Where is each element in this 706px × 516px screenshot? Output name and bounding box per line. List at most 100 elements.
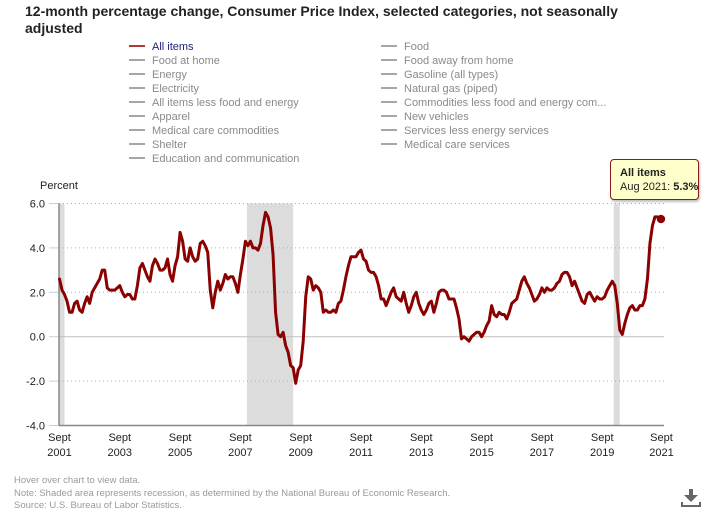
recession-band [58,203,65,426]
legend-label: New vehicles [404,111,469,123]
legend-item[interactable]: All items [129,40,194,54]
y-axis: -4.0 -2.0 0.0 2.0 4.0 6.0 [26,199,60,433]
x-tick-label-year: 2019 [590,447,614,459]
legend-item[interactable]: Food at home [129,54,220,68]
legend-swatch-icon [381,59,397,62]
x-tick-label-year: 2017 [530,447,554,459]
legend-label: Electricity [152,83,200,95]
tooltip-line: Aug 2021: 5.3% [620,181,698,193]
x-tick-label-year: 2007 [228,447,252,459]
legend-item[interactable]: Natural gas (piped) [381,82,498,96]
gridlines [59,203,664,382]
highlighted-point[interactable] [656,214,666,224]
legend-label: Medical care commodities [152,125,280,137]
x-tick-label-year: 2009 [288,447,312,459]
legend-swatch-icon [129,45,145,48]
legend-swatch-icon [381,101,397,104]
legend-swatch-icon [381,129,397,132]
tooltip: All items Aug 2021: 5.3% [610,159,699,200]
legend-swatch-icon [129,115,145,118]
tooltip-value: 5.3% [673,181,699,193]
legend-label: Food away from home [404,55,514,67]
recession-note: Note: Shaded area represents recession, … [14,488,451,499]
legend-swatch-icon [381,143,397,146]
x-tick-label-month: Sept [591,432,614,444]
x-tick-label-month: Sept [650,432,673,444]
x-tick-label-year: 2003 [108,447,132,459]
legend-label: Commodities less food and energy com... [404,97,607,109]
legend-item[interactable]: All items less food and energy [129,96,299,110]
x-tick-label-month: Sept [229,432,252,444]
hover-hint: Hover over chart to view data. [14,475,141,486]
x-tick-label-month: Sept [169,432,192,444]
y-tick-label: 0.0 [30,332,45,344]
y-tick-label: 6.0 [30,199,45,211]
legend-item[interactable]: Education and communication [129,152,299,166]
legend-swatch-icon [129,73,145,76]
x-tick-label-month: Sept [470,432,493,444]
cpi-line-chart[interactable]: -4.0-2.00.02.04.06.0 Sept2001Sept2003Sep… [0,0,706,470]
x-tick-label-year: 2013 [409,447,433,459]
legend-item[interactable]: Medical care commodities [129,124,279,138]
legend-swatch-icon [129,157,145,160]
legend-label: Education and communication [152,153,300,165]
y-tick-label: 2.0 [30,287,45,299]
x-tick-label-year: 2021 [649,447,673,459]
legend-item[interactable]: Gasoline (all types) [381,68,498,82]
recession-band [246,203,294,426]
legend-label: Medical care services [404,139,510,151]
source-note: Source: U.S. Bureau of Labor Statistics. [14,500,182,511]
legend-item[interactable]: Medical care services [381,138,510,152]
legend-swatch-icon [381,45,397,48]
legend-item[interactable]: Food [381,40,429,54]
y-axis-title: Percent [40,180,78,192]
y-tick-label: -2.0 [26,376,45,388]
x-tick-label-month: Sept [531,432,554,444]
legend-label: Shelter [152,139,187,151]
legend-label: Services less energy services [404,125,549,137]
x-tick-label-year: 2005 [168,447,192,459]
legend-label: Food [404,41,430,53]
legend-label: All items less food and energy [152,97,299,109]
x-tick-label-year: 2011 [349,447,373,459]
y-tick-label: -4.0 [26,421,45,433]
legend-label: Gasoline (all types) [404,69,499,81]
x-tick-label-month: Sept [108,432,131,444]
tooltip-date: Aug 2021: [620,181,674,193]
legend-swatch-icon [129,87,145,90]
legend-label: All items [152,41,194,53]
legend-swatch-icon [129,59,145,62]
legend-label: Food at home [152,55,220,67]
x-tick-label-month: Sept [410,432,433,444]
legend-label: Natural gas (piped) [404,83,498,95]
x-tick-label-year: 2015 [469,447,493,459]
legend-item[interactable]: Electricity [129,82,199,96]
legend-swatch-icon [129,101,145,104]
y-tick-label: 4.0 [30,243,45,255]
recession-band [613,203,620,426]
legend-item[interactable]: Energy [129,68,187,82]
legend-swatch-icon [381,73,397,76]
legend-swatch-icon [129,143,145,146]
legend-swatch-icon [129,129,145,132]
x-tick-label-month: Sept [48,432,71,444]
chart-title: 12-month percentage change, Consumer Pri… [25,3,618,36]
legend-label: Energy [152,69,187,81]
legend-item[interactable]: New vehicles [381,110,469,124]
legend-item[interactable]: Services less energy services [381,124,549,138]
legend-item[interactable]: Shelter [129,138,187,152]
x-axis: Sept 2001 Sept 2003 Sept 2005 Sept 2007 Sept 2009… [47,424,674,459]
series-group [58,210,666,385]
legend-label: Apparel [152,111,190,123]
legend-item[interactable]: Apparel [129,110,190,124]
legend-swatch-icon [381,115,397,118]
x-tick-label-year: 2001 [47,447,71,459]
recession-bands [58,203,620,426]
x-tick-label-month: Sept [350,432,373,444]
series-line-all-items[interactable] [58,210,662,385]
x-tick-label-month: Sept [289,432,312,444]
download-button[interactable] [679,487,703,511]
legend-item[interactable]: Food away from home [381,54,513,68]
legend-swatch-icon [381,87,397,90]
legend-item[interactable]: Commodities less food and energy com... [381,96,606,110]
